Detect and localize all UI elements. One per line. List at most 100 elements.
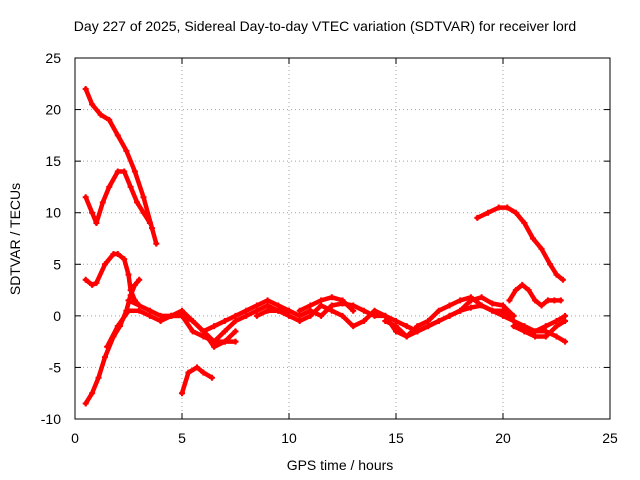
series-line-track-7 [179, 365, 215, 396]
data-point [318, 312, 325, 319]
data-point [232, 338, 239, 345]
data-point [125, 307, 132, 314]
data-point [446, 312, 453, 319]
data-point [200, 328, 207, 335]
data-point [544, 297, 551, 304]
data-point [489, 300, 496, 307]
data-point [307, 307, 314, 314]
data-point [136, 302, 143, 309]
data-point [104, 343, 111, 350]
data-point [243, 312, 250, 319]
data-point [562, 318, 569, 325]
data-point [495, 204, 502, 211]
data-point [89, 209, 96, 216]
data-point [101, 261, 108, 268]
data-point [553, 333, 560, 340]
data-point [93, 220, 100, 227]
data-point [425, 318, 432, 325]
data-point [403, 323, 410, 330]
data-point [82, 85, 89, 92]
data-point [553, 271, 560, 278]
data-point [221, 338, 228, 345]
data-point [360, 318, 367, 325]
data-point [350, 307, 357, 314]
data-point [318, 297, 325, 304]
data-point [467, 304, 474, 311]
data-point [553, 323, 560, 330]
data-point [512, 287, 519, 294]
data-point [538, 302, 545, 309]
data-point [221, 318, 228, 325]
data-point [500, 312, 506, 319]
data-point [542, 323, 549, 330]
data-point [264, 302, 271, 309]
data-point [114, 323, 121, 330]
series-line-track-10 [475, 205, 566, 283]
data-point [275, 302, 282, 309]
y-tick-label: 20 [45, 102, 61, 118]
data-point [393, 323, 399, 330]
x-tick-label: 15 [388, 430, 404, 446]
data-point [140, 209, 147, 216]
y-axis-label: SDTVAR / TECUs [7, 183, 23, 295]
data-point [200, 369, 207, 376]
data-point [371, 312, 378, 319]
data-point [382, 318, 389, 325]
data-point [286, 312, 292, 319]
data-point [350, 302, 357, 309]
series-line-track-4 [83, 277, 142, 406]
data-point [562, 312, 569, 319]
data-point [189, 318, 196, 325]
series-line-track-2 [83, 169, 153, 226]
data-point [179, 307, 185, 314]
data-point [328, 294, 335, 301]
data-point [318, 302, 325, 309]
data-point [93, 279, 100, 286]
data-point [211, 343, 218, 350]
x-tick-label: 0 [71, 430, 79, 446]
data-point [296, 318, 303, 325]
data-point [538, 245, 545, 252]
data-point [339, 312, 346, 319]
data-point [146, 312, 153, 319]
data-point [157, 312, 164, 319]
data-point [457, 307, 464, 314]
data-point [371, 307, 378, 314]
data-point [510, 323, 517, 330]
data-point [521, 328, 528, 335]
data-point [425, 323, 432, 330]
data-point [414, 323, 421, 330]
data-point [435, 307, 442, 314]
data-point [106, 183, 113, 190]
data-point [157, 318, 164, 325]
data-point [264, 307, 271, 314]
y-tick-label: 15 [45, 153, 61, 169]
data-point [510, 312, 517, 319]
data-point [553, 318, 560, 325]
data-point [131, 281, 138, 288]
data-point [125, 297, 132, 304]
data-point [97, 111, 104, 118]
data-point [193, 364, 200, 371]
series-line-track-1 [83, 86, 159, 246]
data-point [149, 225, 156, 232]
y-tick-label: 10 [45, 205, 61, 221]
data-point [532, 297, 539, 304]
data-point [435, 318, 442, 325]
data-point [307, 312, 314, 319]
data-point [457, 297, 464, 304]
data-point [393, 328, 399, 335]
data-point [168, 312, 175, 319]
data-point [253, 302, 260, 309]
y-tick-label: 5 [53, 256, 61, 272]
data-point [99, 199, 106, 206]
data-point [393, 318, 399, 325]
y-tick-label: -5 [49, 359, 62, 375]
data-point [82, 194, 89, 201]
data-point [253, 307, 260, 314]
data-point [211, 323, 218, 330]
data-point [382, 312, 389, 319]
data-point [123, 147, 130, 154]
data-point [562, 338, 569, 345]
data-point [360, 307, 367, 314]
